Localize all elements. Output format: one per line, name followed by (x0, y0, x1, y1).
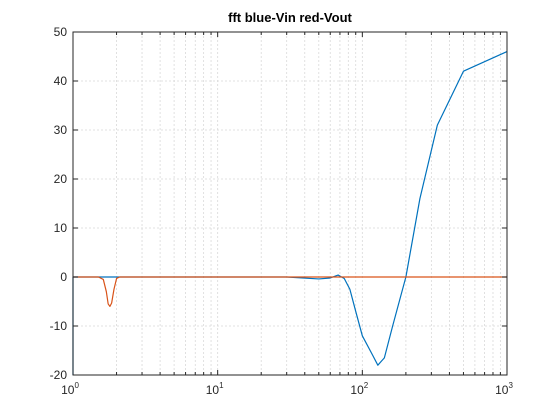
y-tick-label: 0 (60, 270, 67, 284)
series-line-2 (73, 276, 507, 307)
x-tick-label: 102 (350, 381, 368, 397)
y-tick-label: -20 (50, 368, 68, 382)
y-tick-label: 30 (54, 123, 68, 137)
ticks: -20 -10 0 10 20 30 40 50 100 101 102 103 (50, 25, 514, 397)
plot-frame (72, 31, 508, 376)
y-tick-label: 50 (54, 25, 68, 39)
grid (73, 32, 507, 375)
y-tick-label: 40 (54, 74, 68, 88)
chart-title: fft blue-Vin red-Vout (228, 10, 352, 25)
y-tick-label: -10 (50, 319, 68, 333)
y-tick-label: 20 (54, 172, 68, 186)
y-tick-label: 10 (54, 221, 68, 235)
x-tick-label: 100 (61, 381, 79, 397)
series-layer (72, 51, 508, 375)
x-tick-label: 101 (206, 381, 224, 397)
x-tick-label: 103 (495, 381, 513, 397)
